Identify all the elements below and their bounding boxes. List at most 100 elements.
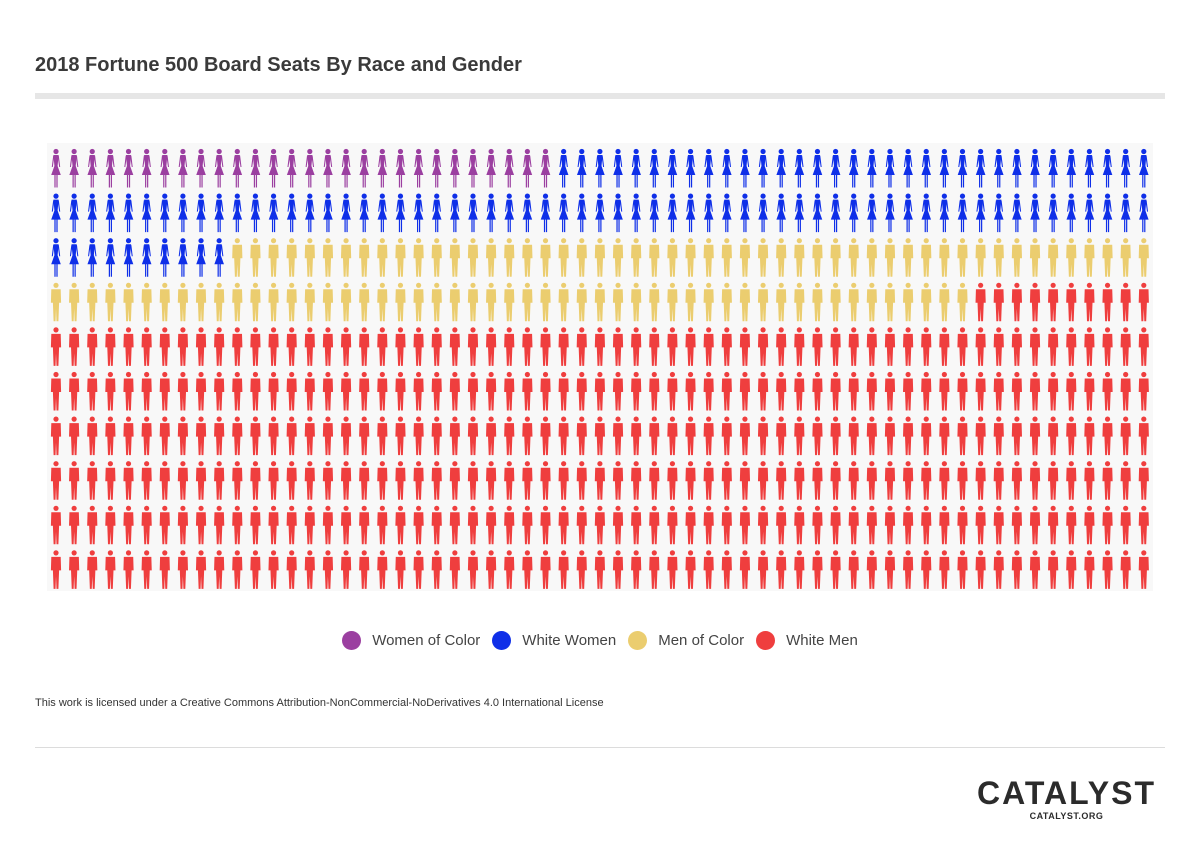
figure-white-men [87,550,98,589]
figure-white-men [1102,282,1113,322]
figure-white-men [395,505,406,545]
figure-white-men [776,505,787,545]
figure-women-of-color [359,148,370,188]
figure-white-men [159,416,170,456]
figure-white-men [69,505,80,545]
figure-white-men [739,416,751,456]
figure-white-men [1011,416,1022,456]
figure-white-women [812,148,823,188]
figure-white-men [1120,461,1131,500]
figure-white-men [304,550,315,589]
figure-white-men [449,327,460,366]
figure-white-men [1011,371,1022,411]
figure-white-men [232,371,243,411]
figure-white-men [939,461,950,500]
figure-white-men [993,461,1004,500]
figure-white-men [866,371,877,411]
figure-women-of-color [141,148,152,188]
figure-white-men [286,416,297,456]
figure-white-men [304,416,315,456]
figure-men-of-color [558,282,569,322]
figure-white-men [721,550,732,589]
figure-white-men [1048,327,1059,366]
figure-white-women [649,148,660,188]
figure-white-men [939,505,950,545]
figure-men-of-color [939,282,950,322]
figure-women-of-color [196,148,206,188]
figure-white-men [1084,327,1095,366]
figure-white-women [885,148,895,188]
figure-white-men [105,371,116,411]
figure-white-men [123,416,134,456]
figure-white-men [812,505,823,545]
figure-white-women [522,193,533,233]
figure-white-men [1138,505,1149,545]
figure-men-of-color [1138,238,1149,277]
figure-white-men [1029,550,1041,589]
figure-white-men [703,371,714,411]
figure-white-women [975,193,986,233]
figure-white-men [649,550,660,589]
figure-men-of-color [830,238,841,277]
figure-women-of-color [377,148,388,188]
figure-white-men [159,371,170,411]
figure-white-men [214,327,225,366]
figure-white-women [1048,148,1058,188]
figure-white-men [1029,327,1041,366]
figure-white-men [685,461,696,500]
figure-white-women [395,193,406,233]
figure-white-men [123,327,134,366]
figure-men-of-color [649,282,660,322]
figure-white-men [685,371,696,411]
figure-white-women [159,238,170,277]
figure-white-men [1102,461,1113,500]
figure-white-men [757,416,769,456]
figure-white-women [450,193,460,233]
figure-white-men [177,550,189,589]
figure-white-men [268,416,279,456]
figure-white-women [975,148,986,188]
figure-white-women [939,148,950,188]
figure-white-men [340,505,352,545]
figure-white-men [939,416,950,456]
figure-white-women [794,148,805,188]
legend-item-women-of-color: Women of Color [342,631,480,650]
figure-women-of-color [323,148,333,188]
figure-white-men [304,327,315,366]
figure-white-men [395,550,406,589]
figure-white-men [69,550,80,589]
figure-white-men [340,416,352,456]
figure-men-of-color [957,282,968,322]
figure-women-of-color [214,148,224,188]
figure-white-men [395,327,406,366]
figure-men-of-color [721,238,732,277]
figure-white-men [866,505,877,545]
figure-men-of-color [594,238,605,277]
figure-men-of-color [1120,238,1131,277]
figure-white-men [830,461,841,500]
figure-men-of-color [123,282,134,322]
figure-men-of-color [449,238,460,277]
figure-white-men [612,371,624,411]
figure-white-men [812,550,823,589]
figure-white-men [667,327,678,366]
figure-white-women [1139,148,1149,188]
figure-white-men [1066,327,1077,366]
figure-women-of-color [450,148,460,188]
figure-white-men [794,416,805,456]
figure-white-men [359,550,370,589]
legend-swatch-women-of-color [342,631,362,650]
figure-men-of-color [413,282,424,322]
figure-white-men [812,416,823,456]
figure-white-men [576,505,587,545]
figure-white-men [1102,416,1113,456]
figure-white-men [1102,505,1113,545]
figure-white-men [1084,416,1095,456]
figure-women-of-color [105,148,116,188]
figure-white-men [739,550,751,589]
figure-white-men [884,416,896,456]
figure-white-women [1030,193,1040,233]
figure-white-men [449,461,460,500]
figure-white-men [50,461,62,500]
figure-white-men [322,327,334,366]
